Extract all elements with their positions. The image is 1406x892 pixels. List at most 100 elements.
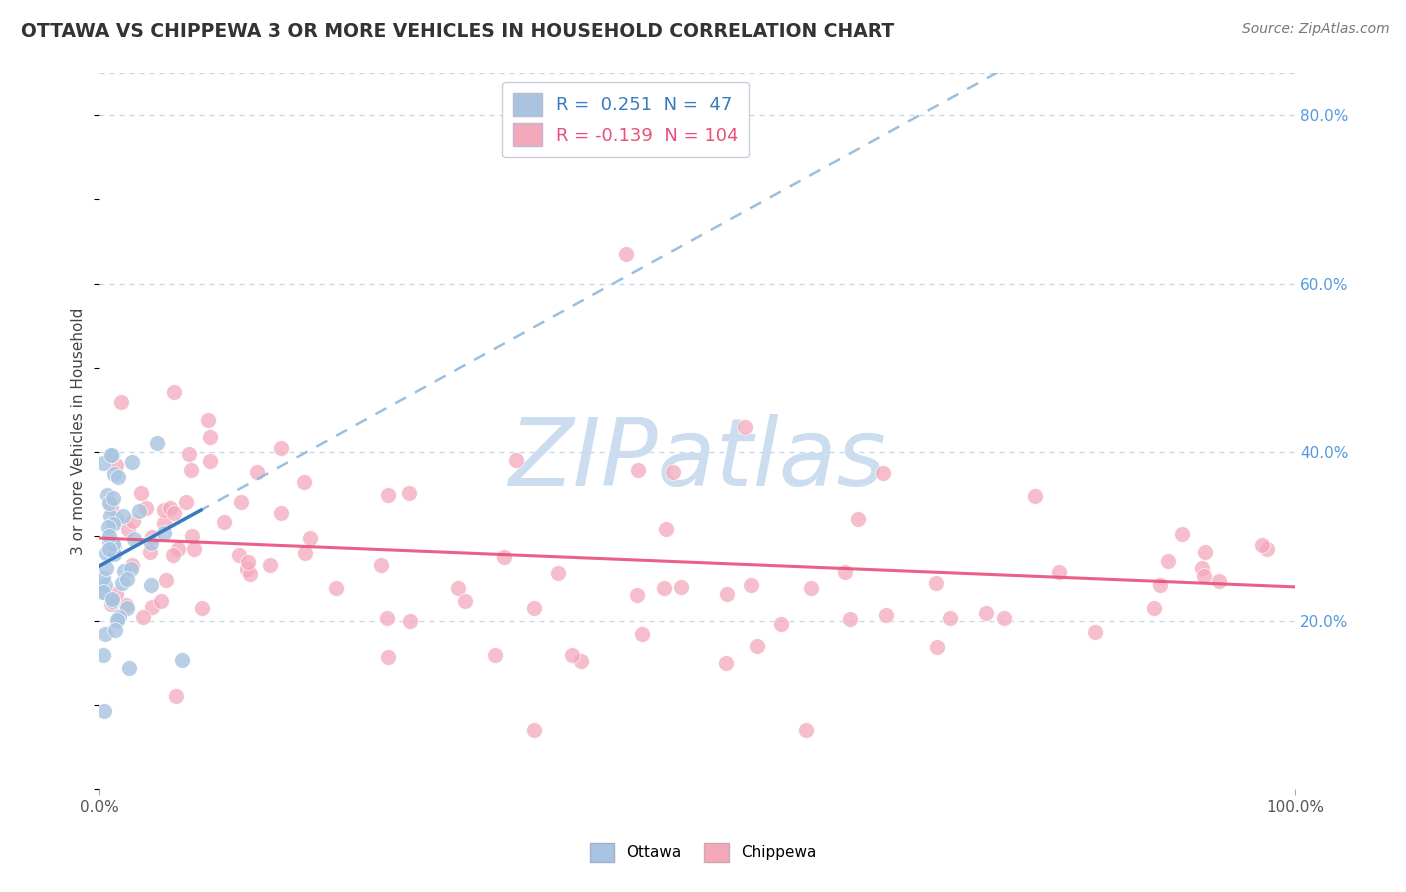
- Point: [398, 485, 420, 500]
- Point: [139, 577, 162, 591]
- Point: [150, 593, 173, 607]
- Point: [1047, 565, 1070, 579]
- Point: [103, 537, 125, 551]
- Point: [1024, 489, 1046, 503]
- Point: [734, 420, 756, 434]
- Point: [139, 545, 162, 559]
- Point: [236, 561, 259, 575]
- Point: [292, 475, 315, 489]
- Point: [794, 723, 817, 738]
- Point: [627, 463, 650, 477]
- Point: [121, 455, 143, 469]
- Point: [875, 607, 897, 622]
- Point: [98, 533, 121, 548]
- Point: [239, 567, 262, 582]
- Point: [153, 525, 176, 540]
- Point: [115, 600, 138, 615]
- Point: [118, 661, 141, 675]
- Point: [114, 599, 136, 613]
- Point: [180, 463, 202, 477]
- Point: [162, 384, 184, 399]
- Point: [270, 506, 292, 520]
- Point: [120, 562, 142, 576]
- Point: [626, 588, 648, 602]
- Point: [398, 614, 420, 628]
- Point: [1191, 561, 1213, 575]
- Point: [716, 586, 738, 600]
- Point: [104, 623, 127, 637]
- Point: [111, 576, 134, 591]
- Point: [183, 541, 205, 556]
- Point: [197, 413, 219, 427]
- Point: [96, 546, 118, 560]
- Point: [671, 580, 693, 594]
- Point: [121, 558, 143, 572]
- Point: [105, 613, 128, 627]
- Point: [1194, 544, 1216, 558]
- Point: [159, 501, 181, 516]
- Point: [259, 558, 281, 572]
- Point: [103, 547, 125, 561]
- Point: [93, 578, 115, 592]
- Point: [93, 704, 115, 718]
- Point: [101, 593, 124, 607]
- Point: [100, 500, 122, 515]
- Point: [848, 512, 870, 526]
- Point: [740, 578, 762, 592]
- Point: [132, 609, 155, 624]
- Point: [91, 584, 114, 599]
- Point: [974, 606, 997, 620]
- Point: [1256, 542, 1278, 557]
- Point: [246, 465, 269, 479]
- Point: [569, 653, 592, 667]
- Point: [112, 508, 135, 523]
- Point: [100, 448, 122, 462]
- Legend: Ottawa, Chippewa: Ottawa, Chippewa: [583, 837, 823, 868]
- Point: [1149, 578, 1171, 592]
- Point: [107, 470, 129, 484]
- Point: [1143, 601, 1166, 615]
- Point: [377, 488, 399, 502]
- Point: [228, 548, 250, 562]
- Point: [129, 486, 152, 500]
- Point: [124, 532, 146, 546]
- Point: [100, 597, 122, 611]
- Point: [447, 582, 470, 596]
- Point: [179, 447, 201, 461]
- Point: [103, 539, 125, 553]
- Point: [1084, 625, 1107, 640]
- Point: [122, 514, 145, 528]
- Point: [153, 516, 176, 530]
- Point: [101, 517, 124, 532]
- Point: [484, 648, 506, 662]
- Point: [103, 467, 125, 481]
- Text: Source: ZipAtlas.com: Source: ZipAtlas.com: [1241, 22, 1389, 37]
- Point: [128, 504, 150, 518]
- Point: [153, 503, 176, 517]
- Point: [91, 585, 114, 599]
- Point: [101, 448, 124, 462]
- Point: [91, 456, 114, 470]
- Point: [294, 546, 316, 560]
- Point: [523, 601, 546, 615]
- Point: [101, 592, 124, 607]
- Point: [117, 522, 139, 536]
- Text: ZIPatlas: ZIPatlas: [509, 414, 886, 505]
- Point: [270, 441, 292, 455]
- Point: [146, 435, 169, 450]
- Point: [141, 599, 163, 614]
- Point: [800, 581, 823, 595]
- Point: [115, 572, 138, 586]
- Point: [370, 558, 392, 573]
- Point: [163, 506, 186, 520]
- Point: [714, 656, 737, 670]
- Point: [166, 542, 188, 557]
- Point: [925, 640, 948, 654]
- Point: [298, 532, 321, 546]
- Point: [212, 516, 235, 530]
- Point: [325, 581, 347, 595]
- Point: [631, 627, 654, 641]
- Point: [547, 566, 569, 580]
- Point: [91, 648, 114, 662]
- Point: [1208, 574, 1230, 588]
